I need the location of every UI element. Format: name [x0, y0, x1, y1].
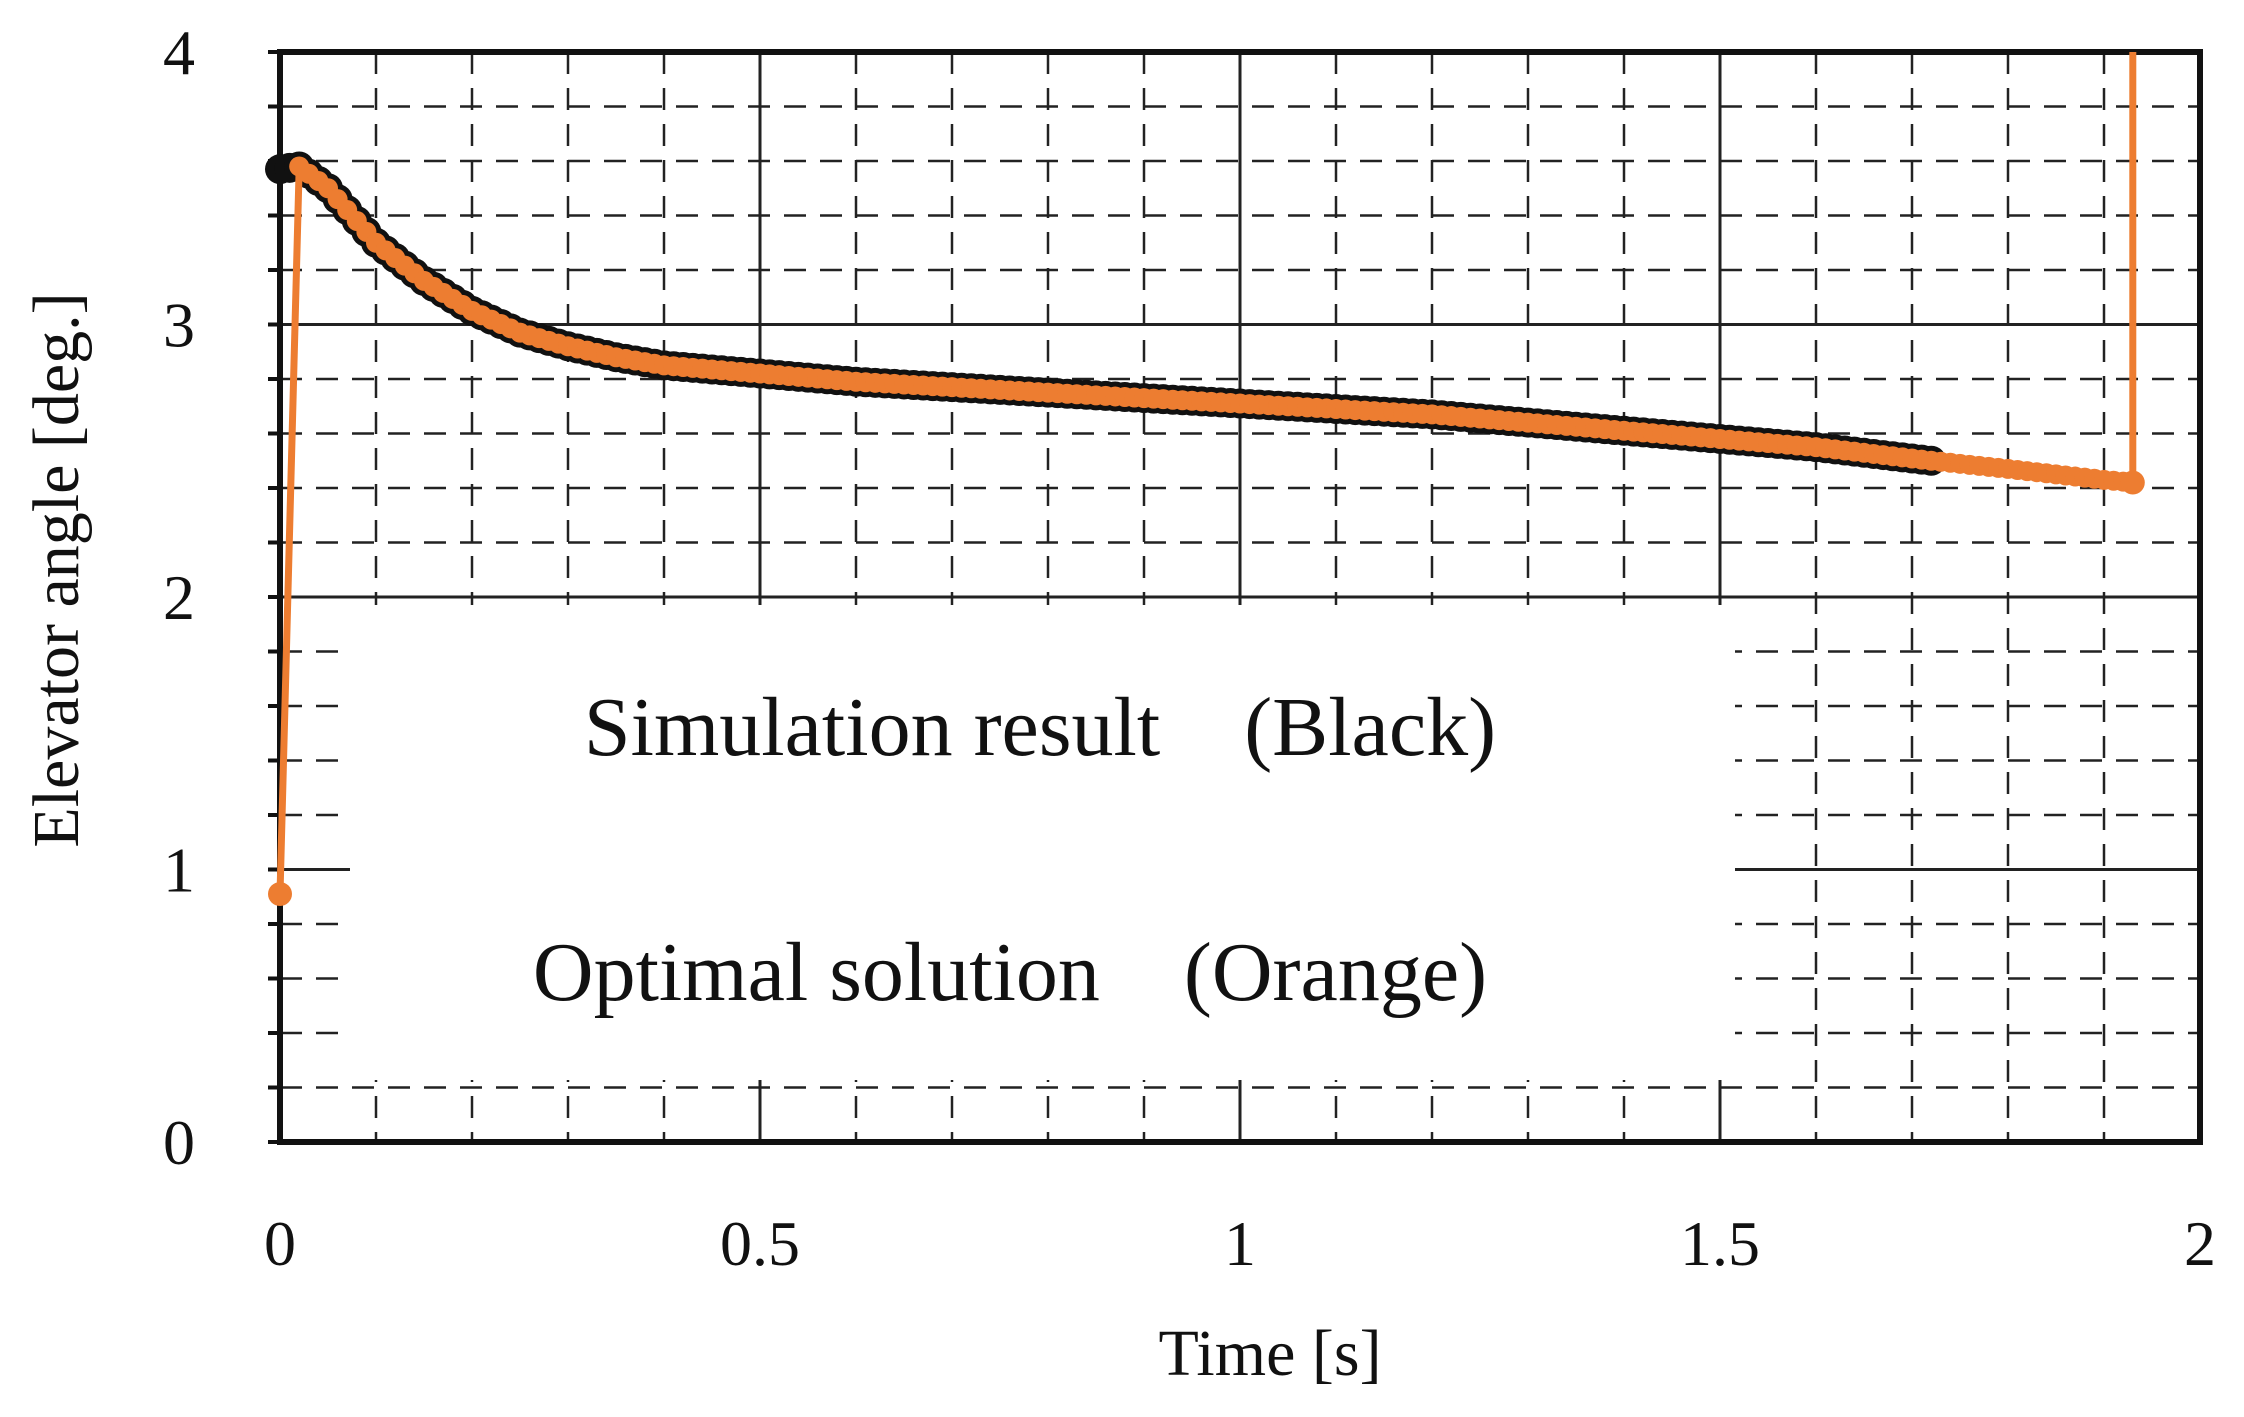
annotation-optimal: Optimal solution (Orange)	[533, 926, 1487, 1019]
x-tick-label: 1	[1224, 1208, 1256, 1279]
y-tick-label: 2	[163, 562, 195, 633]
y-tick-label: 1	[163, 835, 195, 906]
x-tick-label: 1.5	[1680, 1208, 1760, 1279]
optimal-point	[268, 882, 292, 907]
annotation-simulation: Simulation result (Black)	[584, 681, 1496, 774]
annotation-background	[350, 605, 1735, 1080]
annotation-box: Simulation result (Black) Optimal soluti…	[350, 605, 1735, 1080]
x-tick-label: 0	[264, 1208, 296, 1279]
y-axis-title: Elevator angle [deg.]	[20, 292, 93, 847]
y-tick-label: 0	[163, 1107, 195, 1178]
y-tick-label: 4	[163, 17, 195, 88]
optimal-point	[2120, 470, 2145, 495]
x-tick-label: 0.5	[720, 1208, 800, 1279]
y-tick-label: 3	[163, 290, 195, 361]
series-line-simulation	[267, 153, 1945, 474]
x-tick-label: 2	[2184, 1208, 2216, 1279]
series	[265, 52, 2145, 907]
tick-labels: 0 0.5 1 1.5 2 0 1 2 3 4	[163, 17, 2216, 1279]
x-axis-title: Time [s]	[1158, 1317, 1381, 1390]
